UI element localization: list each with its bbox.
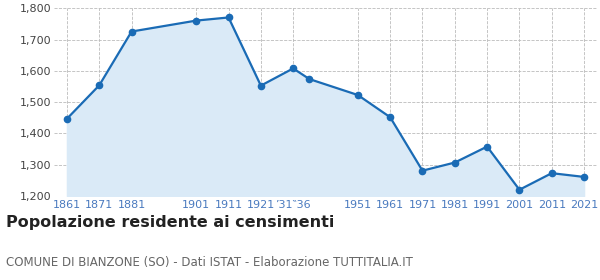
Text: Popolazione residente ai censimenti: Popolazione residente ai censimenti bbox=[6, 215, 334, 230]
Text: COMUNE DI BIANZONE (SO) - Dati ISTAT - Elaborazione TUTTITALIA.IT: COMUNE DI BIANZONE (SO) - Dati ISTAT - E… bbox=[6, 256, 413, 269]
